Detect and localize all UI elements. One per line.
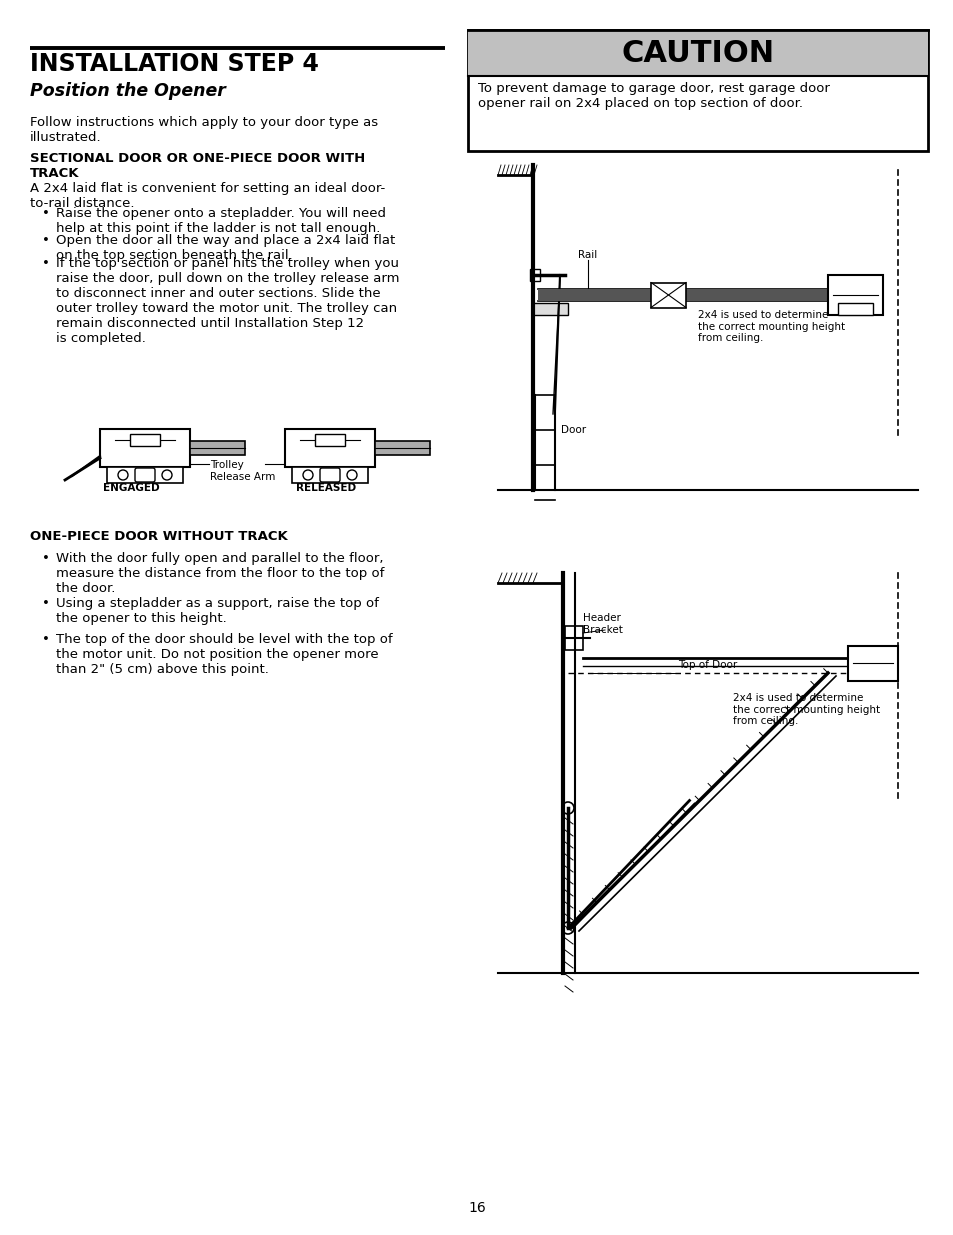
Text: •: • (42, 634, 50, 646)
Bar (847, 646, 897, 680)
Text: •: • (42, 597, 50, 610)
Bar (530, 269, 539, 282)
Bar (190, 441, 245, 454)
Text: With the door fully open and parallel to the floor,
measure the distance from th: With the door fully open and parallel to… (56, 552, 384, 595)
Text: Open the door all the way and place a 2x4 laid flat
on the top section beneath t: Open the door all the way and place a 2x… (56, 233, 395, 262)
Text: Header
Bracket: Header Bracket (582, 613, 622, 635)
Text: •: • (42, 233, 50, 247)
Text: ONE-PIECE DOOR WITHOUT TRACK: ONE-PIECE DOOR WITHOUT TRACK (30, 530, 288, 543)
Bar (564, 626, 582, 650)
Bar (650, 283, 685, 308)
Text: SECTIONAL DOOR OR ONE-PIECE DOOR WITH
TRACK: SECTIONAL DOOR OR ONE-PIECE DOOR WITH TR… (30, 152, 365, 180)
Text: Raise the opener onto a stepladder. You will need
help at this point if the ladd: Raise the opener onto a stepladder. You … (56, 207, 386, 235)
Text: 2x4 is used to determine
the correct mounting height
from ceiling.: 2x4 is used to determine the correct mou… (732, 693, 880, 726)
Bar (827, 275, 882, 315)
Bar (285, 429, 375, 467)
Bar (292, 467, 368, 483)
Bar (468, 30, 927, 151)
Text: Trolley
Release Arm: Trolley Release Arm (210, 459, 275, 482)
Text: Top of Door: Top of Door (678, 659, 737, 671)
FancyBboxPatch shape (319, 468, 339, 482)
Text: •: • (42, 207, 50, 220)
Text: The top of the door should be level with the top of
the motor unit. Do not posit: The top of the door should be level with… (56, 634, 393, 676)
Bar (100, 429, 190, 467)
Bar (375, 441, 430, 454)
Text: Door: Door (560, 425, 585, 435)
Bar (533, 303, 567, 315)
Bar (130, 433, 160, 446)
Text: If the top section or panel hits the trolley when you
raise the door, pull down : If the top section or panel hits the tro… (56, 257, 399, 345)
Text: INSTALLATION STEP 4: INSTALLATION STEP 4 (30, 52, 318, 77)
Text: Follow instructions which apply to your door type as
illustrated.: Follow instructions which apply to your … (30, 116, 377, 144)
Text: Position the Opener: Position the Opener (30, 82, 226, 100)
Text: 2x4 is used to determine
the correct mounting height
from ceiling.: 2x4 is used to determine the correct mou… (698, 310, 844, 343)
Text: •: • (42, 257, 50, 270)
Text: A 2x4 laid flat is convenient for setting an ideal door-
to-rail distance.: A 2x4 laid flat is convenient for settin… (30, 182, 385, 210)
Text: •: • (42, 552, 50, 564)
Text: CAUTION: CAUTION (620, 38, 774, 68)
Text: RELEASED: RELEASED (295, 483, 355, 493)
Text: ENGAGED: ENGAGED (103, 483, 159, 493)
Text: Rail: Rail (578, 249, 597, 261)
Bar (837, 303, 872, 315)
Bar (107, 467, 183, 483)
Bar (468, 30, 927, 77)
FancyBboxPatch shape (135, 468, 154, 482)
Text: Using a stepladder as a support, raise the top of
the opener to this height.: Using a stepladder as a support, raise t… (56, 597, 378, 625)
Text: 16: 16 (468, 1200, 485, 1215)
Bar (537, 289, 827, 301)
Text: To prevent damage to garage door, rest garage door
opener rail on 2x4 placed on : To prevent damage to garage door, rest g… (477, 82, 829, 110)
Bar (314, 433, 345, 446)
